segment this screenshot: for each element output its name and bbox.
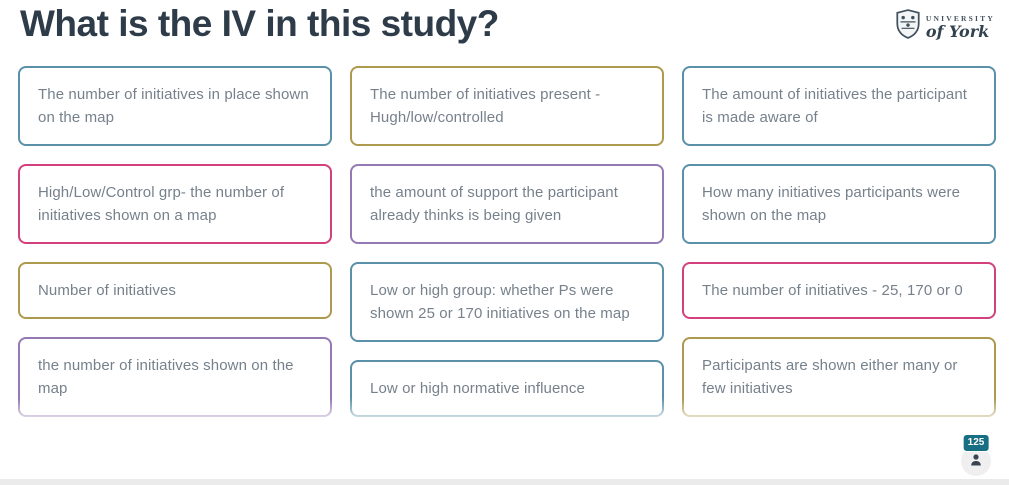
response-text: The number of initiatives present - Hugh… [370, 86, 601, 126]
response-text: The number of initiatives in place shown… [38, 86, 309, 126]
response-text: Low or high group: whether Ps were shown… [370, 282, 630, 322]
response-card: the amount of support the participant al… [350, 164, 664, 244]
logo-text: UNIVERSITY of York [926, 14, 995, 40]
response-text: The amount of initiatives the participan… [702, 86, 968, 126]
response-card: The amount of initiatives the participan… [682, 66, 996, 146]
university-of-york-logo: UNIVERSITY of York [895, 9, 995, 44]
responses-grid: The number of initiatives in place shown… [18, 66, 996, 428]
participants-widget: 125 [960, 434, 992, 476]
response-card: The number of initiatives in place shown… [18, 66, 332, 146]
response-text: High/Low/Control grp- the number of init… [38, 184, 285, 224]
response-card: The number of initiatives present - Hugh… [350, 66, 664, 146]
university-crest-icon [895, 9, 921, 44]
response-text: the amount of support the participant al… [370, 184, 619, 224]
response-card: the number of initiatives shown on the m… [18, 337, 332, 417]
response-card: Participants are shown either many or fe… [682, 337, 996, 417]
response-card: High/Low/Control grp- the number of init… [18, 164, 332, 244]
response-text: the number of initiatives shown on the m… [38, 357, 294, 397]
responses-column-1: The number of initiatives in place shown… [18, 66, 332, 428]
response-text: Low or high normative influence [370, 380, 585, 397]
response-text: Participants are shown either many or fe… [702, 357, 958, 397]
person-icon [968, 452, 984, 471]
response-card: Number of initiatives [18, 262, 332, 319]
response-card: Low or high group: whether Ps were shown… [350, 262, 664, 342]
logo-university-label: UNIVERSITY [925, 13, 995, 23]
response-card: Low or high normative influence [350, 360, 664, 417]
response-card: The number of initiatives - 25, 170 or 0 [682, 262, 996, 319]
response-text: Number of initiatives [38, 282, 176, 299]
responses-column-3: The amount of initiatives the participan… [682, 66, 996, 428]
response-text: The number of initiatives - 25, 170 or 0 [702, 282, 963, 299]
response-text: How many initiatives participants were s… [702, 184, 961, 224]
responses-column-2: The number of initiatives present - Hugh… [350, 66, 664, 428]
page-title: What is the IV in this study? [20, 3, 499, 44]
logo-of-york-label: of York [925, 21, 990, 41]
response-card: How many initiatives participants were s… [682, 164, 996, 244]
bottom-bar [0, 479, 1009, 485]
participant-count-badge: 125 [962, 434, 990, 452]
